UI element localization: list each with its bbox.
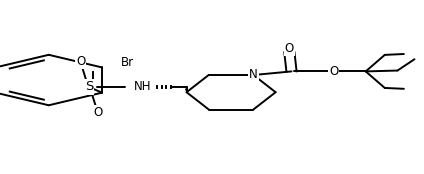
Text: O: O	[329, 65, 338, 78]
Text: O: O	[93, 106, 102, 119]
Text: O: O	[285, 42, 294, 55]
Text: Br: Br	[121, 56, 134, 69]
Text: NH: NH	[134, 81, 151, 93]
Text: S: S	[85, 81, 93, 93]
Text: O: O	[76, 55, 85, 68]
Text: N: N	[249, 68, 258, 81]
